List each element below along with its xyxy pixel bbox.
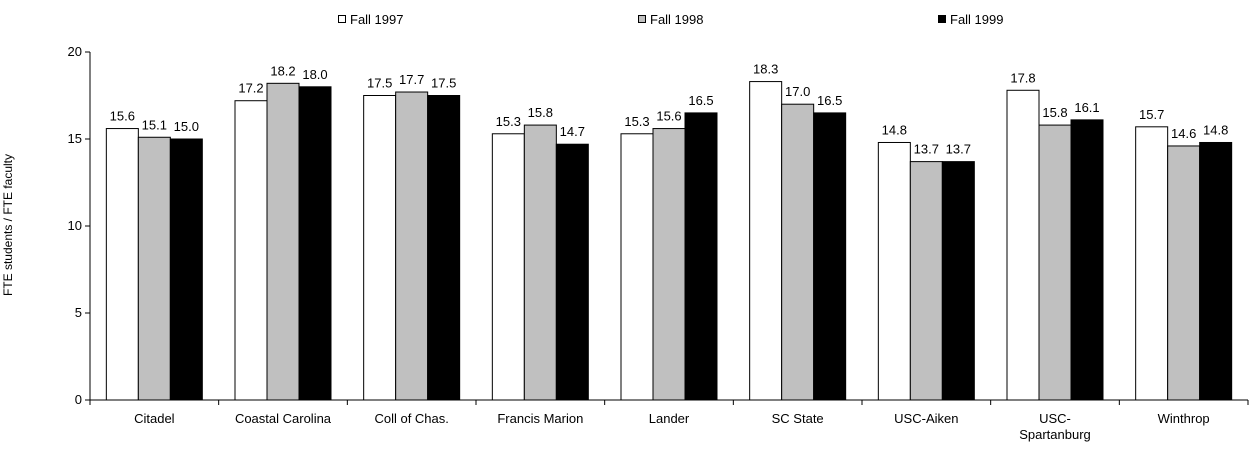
legend-swatch-fall-1999 [938, 15, 946, 23]
bar-fall-1997 [491, 133, 525, 401]
y-tick-label: 0 [75, 392, 82, 407]
bar-fall-1999 [941, 161, 975, 401]
data-label-fall-1998: 13.7 [914, 142, 939, 157]
data-label-fall-1997: 18.3 [753, 62, 778, 77]
bar-fall-1998 [781, 103, 815, 401]
bar-fall-1999 [1199, 141, 1233, 401]
data-label-fall-1998: 15.8 [528, 105, 553, 120]
bar-fall-1999 [298, 86, 332, 401]
data-label-fall-1998: 17.7 [399, 72, 424, 87]
bar-fall-1997 [749, 81, 783, 401]
x-tick-label: Winthrop [1158, 411, 1210, 426]
legend-label-fall-1998: Fall 1998 [650, 11, 704, 27]
x-tick-label: Francis Marion [497, 411, 583, 426]
bar-fall-1997 [1135, 126, 1169, 401]
bar-fall-1999 [1070, 119, 1104, 401]
data-label-fall-1997: 14.8 [882, 122, 907, 137]
data-label-fall-1999: 16.1 [1074, 100, 1099, 115]
bar-fall-1998 [1038, 124, 1072, 401]
bar-fall-1998 [395, 91, 429, 401]
x-tick-label: USC-Aiken [894, 411, 958, 426]
data-label-fall-1997: 15.3 [624, 114, 649, 129]
data-label-fall-1999: 15.0 [174, 119, 199, 134]
bar-fall-1997 [877, 141, 911, 401]
bar-fall-1999 [684, 112, 718, 401]
x-tick-label: Lander [649, 411, 690, 426]
x-tick-label: USC-Spartanburg [1019, 411, 1091, 442]
bar-fall-1998 [266, 82, 300, 401]
x-tick-label: Coastal Carolina [235, 411, 332, 426]
data-label-fall-1998: 17.0 [785, 84, 810, 99]
data-label-fall-1997: 15.3 [496, 114, 521, 129]
y-tick-label: 10 [68, 218, 82, 233]
bar-fall-1998 [652, 128, 686, 401]
legend-swatch-fall-1997 [338, 15, 346, 23]
bar-fall-1999 [813, 112, 847, 401]
data-label-fall-1999: 17.5 [431, 76, 456, 91]
data-label-fall-1998: 18.2 [270, 63, 295, 78]
bar-fall-1999 [555, 143, 589, 401]
data-label-fall-1999: 16.5 [688, 93, 713, 108]
data-label-fall-1999: 14.7 [560, 124, 585, 139]
data-label-fall-1999: 16.5 [817, 93, 842, 108]
bar-fall-1997 [105, 128, 139, 401]
legend-label-fall-1999: Fall 1999 [950, 11, 1004, 27]
data-label-fall-1999: 18.0 [302, 67, 327, 82]
bar-fall-1997 [363, 95, 397, 401]
data-label-fall-1997: 17.5 [367, 76, 392, 91]
bar-fall-1998 [909, 161, 943, 401]
bar-fall-1999 [169, 138, 203, 401]
data-label-fall-1998: 15.1 [142, 117, 167, 132]
data-label-fall-1997: 15.6 [110, 109, 135, 124]
data-label-fall-1998: 15.8 [1042, 105, 1067, 120]
bar-fall-1998 [137, 136, 171, 401]
y-tick-label: 5 [75, 305, 82, 320]
bar-fall-1997 [620, 133, 654, 401]
legend-item-fall-1999: Fall 1999 [938, 9, 1003, 29]
bar-fall-1998 [523, 124, 557, 401]
bar-fall-1997 [1006, 89, 1040, 401]
data-label-fall-1998: 14.6 [1171, 126, 1196, 141]
bar-fall-1998 [1167, 145, 1201, 401]
x-tick-label: Coll of Chas. [374, 411, 448, 426]
data-label-fall-1997: 15.7 [1139, 107, 1164, 122]
legend-label-fall-1997: Fall 1997 [350, 11, 404, 27]
legend-swatch-fall-1998 [638, 15, 646, 23]
bar-fall-1999 [427, 95, 461, 401]
y-tick-label: 20 [68, 44, 82, 59]
data-label-fall-1997: 17.8 [1010, 70, 1035, 85]
legend-item-fall-1997: Fall 1997 [338, 9, 403, 29]
data-label-fall-1998: 15.6 [656, 109, 681, 124]
data-label-fall-1997: 17.2 [238, 81, 263, 96]
legend-item-fall-1998: Fall 1998 [638, 9, 703, 29]
y-tick-label: 15 [68, 131, 82, 146]
x-tick-label: Citadel [134, 411, 175, 426]
data-label-fall-1999: 13.7 [946, 142, 971, 157]
x-tick-label: SC State [772, 411, 824, 426]
bar-fall-1997 [234, 100, 268, 401]
data-label-fall-1999: 14.8 [1203, 122, 1228, 137]
